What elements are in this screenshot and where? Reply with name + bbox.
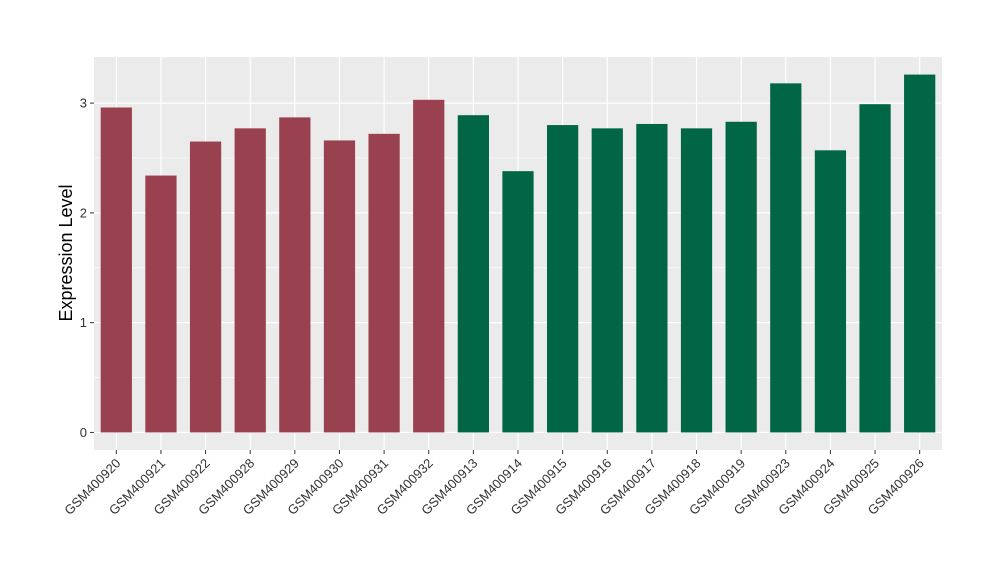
bar-gsm400930: [323, 140, 356, 433]
bar-gsm400918: [680, 128, 713, 433]
bar-gsm400917: [636, 123, 668, 433]
y-tick-label: 2: [80, 205, 87, 220]
bar-gsm400913: [457, 115, 489, 433]
bar-gsm400924: [814, 150, 847, 433]
bar-gsm400916: [591, 128, 623, 433]
y-axis-title: Expression Level: [56, 184, 76, 321]
bar-gsm400926: [904, 74, 936, 433]
bars: [100, 74, 936, 433]
y-axis: 0 1 2 3: [80, 96, 94, 440]
bar-gsm400923: [770, 83, 802, 433]
y-tick-label: 3: [80, 96, 87, 111]
x-axis: GSM400920GSM400921GSM400922GSM400928GSM4…: [61, 450, 927, 518]
bar-gsm400921: [145, 175, 177, 433]
bar-gsm400931: [368, 133, 400, 433]
bar-gsm400932: [413, 99, 445, 433]
bar-gsm400914: [502, 171, 534, 433]
y-tick-label: 1: [80, 315, 87, 330]
bar-gsm400919: [725, 121, 757, 433]
bar-gsm400925: [859, 104, 891, 433]
bar-gsm400928: [234, 128, 266, 433]
bar-gsm400929: [279, 117, 311, 433]
bar-gsm400920: [100, 107, 132, 433]
bar-gsm400915: [547, 125, 579, 433]
bar-gsm400922: [189, 141, 222, 433]
y-tick-label: 0: [80, 425, 87, 440]
